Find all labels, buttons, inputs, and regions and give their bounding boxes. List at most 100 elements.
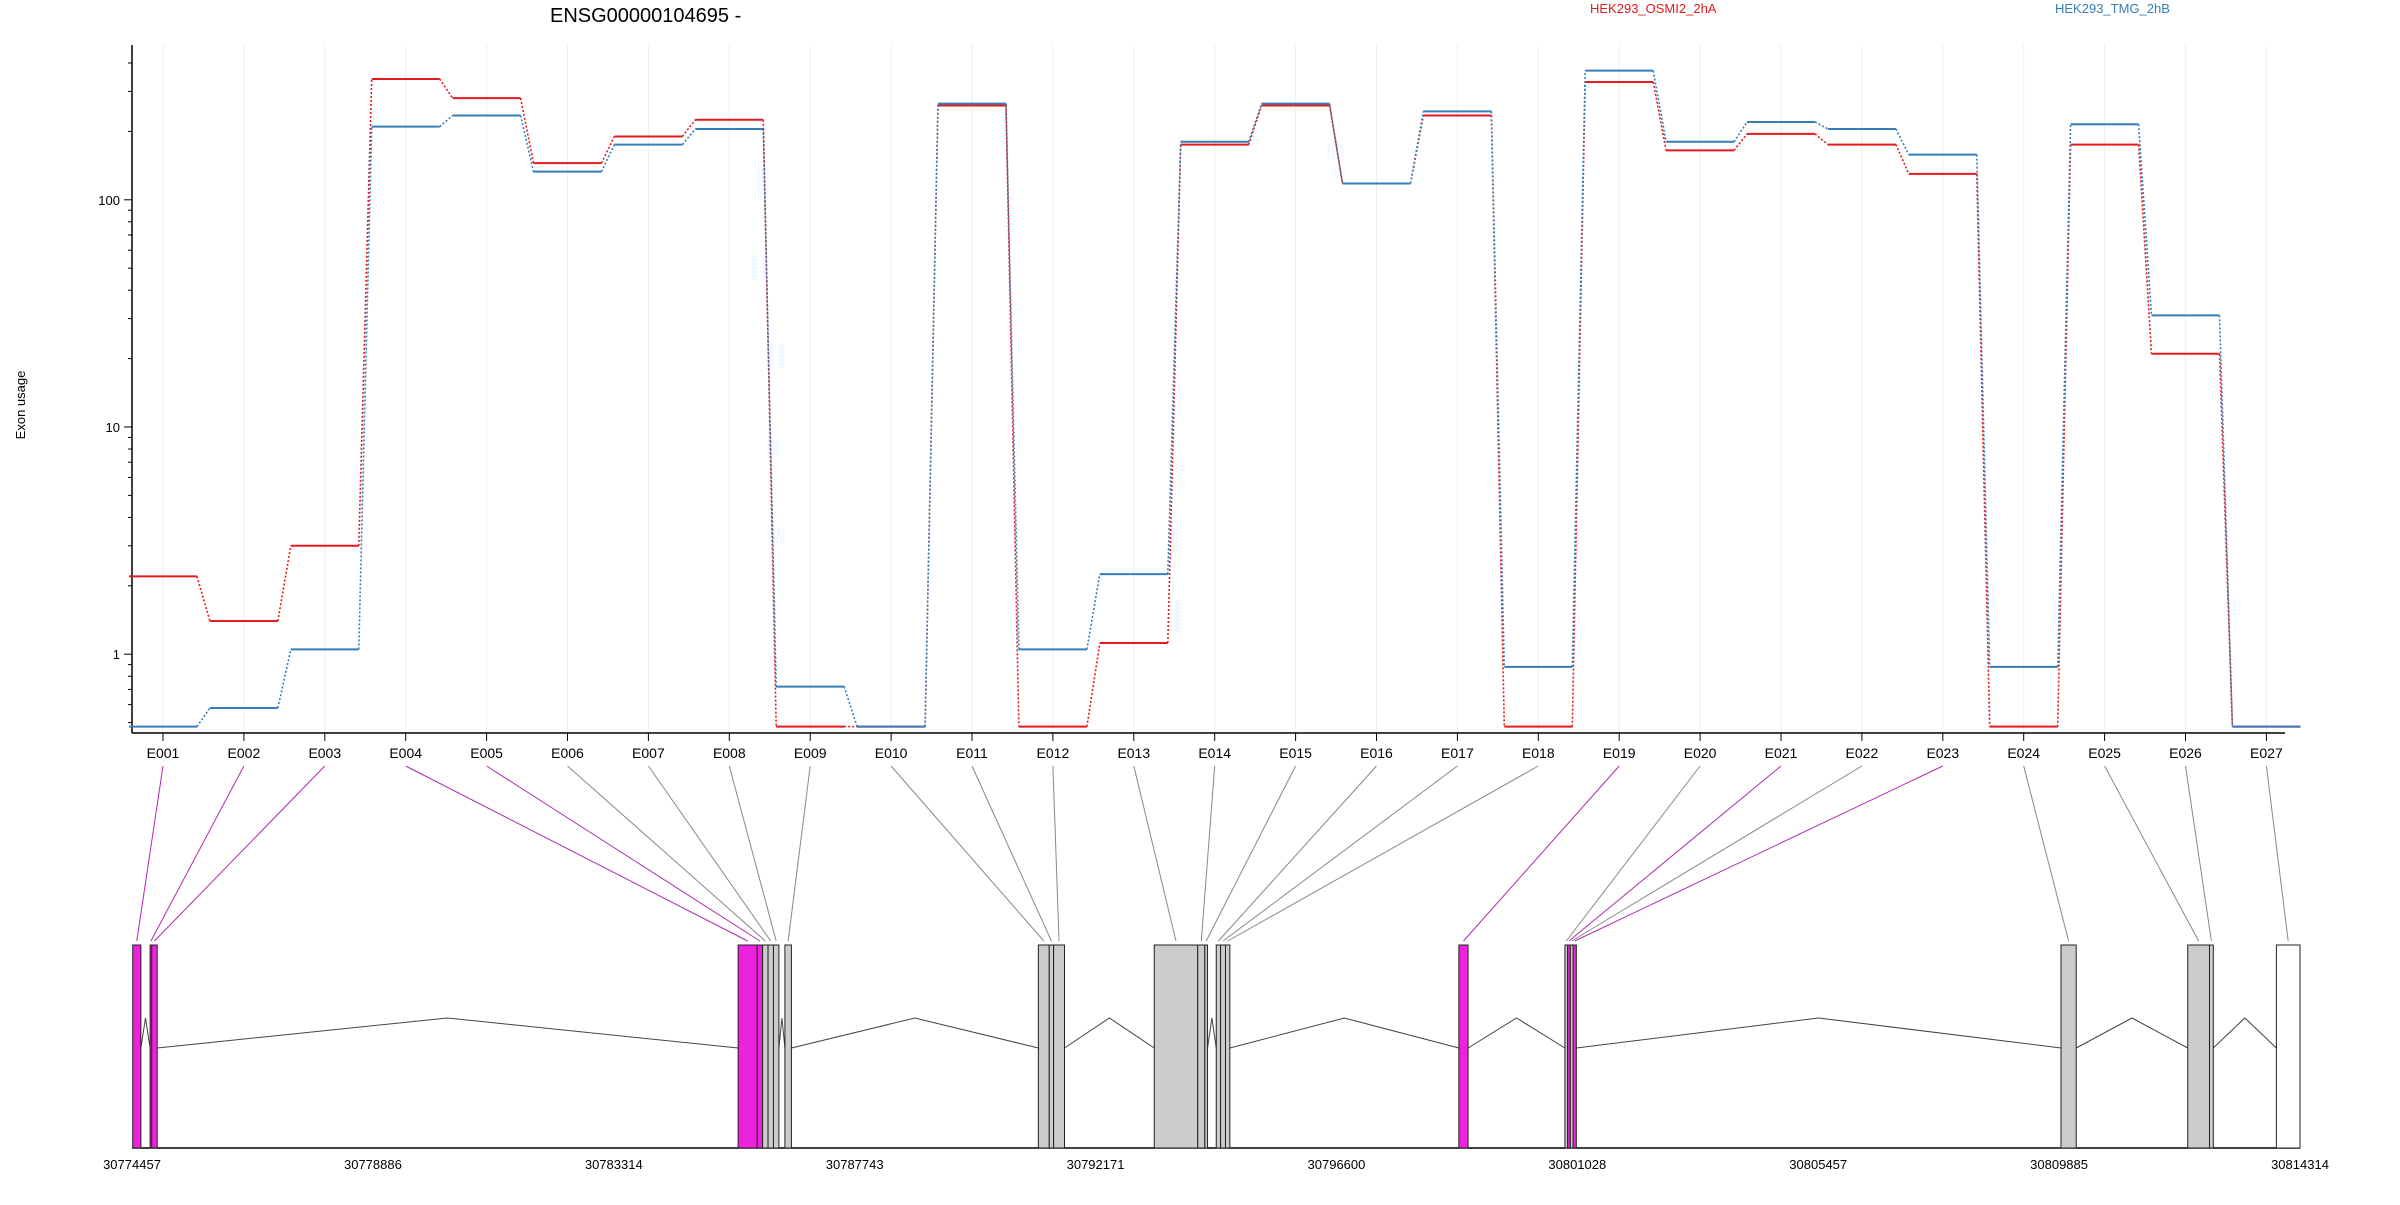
y-tick-label: 100 [98, 193, 120, 208]
exon-box-e005 [756, 944, 764, 1149]
exon-box-e018 [1224, 944, 1231, 1149]
genomic-tick-label: 30801028 [1548, 1157, 1606, 1172]
x-tick-label-e004: E004 [389, 745, 422, 761]
exon-box-e025 [2187, 944, 2210, 1149]
x-tick-label-e023: E023 [1926, 745, 1959, 761]
exon-connector-e026 [2185, 765, 2212, 942]
exon-box-e017 [1220, 944, 1226, 1149]
x-tick-label-e007: E007 [632, 745, 665, 761]
series-1-connector [2137, 144, 2153, 354]
series-2-connector [1895, 128, 1910, 156]
exon-connector-e019 [1463, 765, 1620, 942]
exon-box-e023 [1572, 944, 1577, 1149]
exon-connector-e024 [2023, 765, 2070, 942]
exon-connector-e006 [567, 765, 766, 942]
x-tick-label-e019: E019 [1603, 745, 1636, 761]
series-2-connector [1652, 70, 1667, 142]
intron-line [1064, 1017, 1155, 1049]
series-1-connector [1005, 105, 1020, 727]
genomic-tick-label: 30787743 [826, 1157, 884, 1172]
x-tick-label-e026: E026 [2169, 745, 2202, 761]
intron-line [778, 1017, 786, 1049]
x-tick-label-e018: E018 [1522, 745, 1555, 761]
x-tick-label-e005: E005 [470, 745, 503, 761]
series-2-connector [2137, 124, 2153, 316]
series-1-connector [681, 119, 696, 137]
exon-connector-e021 [1568, 765, 1782, 942]
series-2-connector [1490, 111, 1506, 667]
exon-box-e024 [2060, 944, 2077, 1149]
axis-layer: 1 10 100 E001 E002 E003 E004 E005 E006 E007 E008 E0… [98, 45, 2285, 761]
x-tick-label-e027: E027 [2250, 745, 2283, 761]
genomic-tick-label: 30809885 [2030, 1157, 2088, 1172]
x-tick-label-e010: E010 [875, 745, 908, 761]
series-1-connector [519, 98, 535, 164]
x-tick-label-e002: E002 [228, 745, 261, 761]
x-tick-label-e009: E009 [794, 745, 827, 761]
genomic-tick-label: 30805457 [1789, 1157, 1847, 1172]
series-2-connector [277, 649, 292, 709]
exon-box-e003 [151, 944, 158, 1149]
exon-box-e016 [1215, 944, 1222, 1149]
series-1-connector [1328, 105, 1344, 184]
exon-connector-e009 [787, 765, 811, 942]
legend-series-2: HEK293_TMG_2hB [2055, 1, 2170, 16]
series-2-connector [2218, 315, 2234, 727]
series-1-connector [358, 79, 373, 546]
series-2-connector [762, 128, 777, 687]
x-tick-label-e014: E014 [1198, 745, 1231, 761]
series-2-connector [843, 686, 858, 727]
exon-box-e007 [767, 944, 774, 1149]
grid-layer [162, 45, 2267, 733]
series-2-connector [519, 115, 535, 172]
exon-connector-e017 [1222, 765, 1458, 942]
x-tick-label-e001: E001 [147, 745, 180, 761]
x-tick-label-e020: E020 [1684, 745, 1717, 761]
series-2-connector [1005, 103, 1020, 650]
x-tick-label-e016: E016 [1360, 745, 1393, 761]
genomic-tick-label: 30792171 [1067, 1157, 1125, 1172]
series-2-connector [1571, 70, 1586, 667]
series-2-connector [1733, 121, 1748, 143]
exon-connector-e008 [728, 765, 777, 942]
exon-box-e026 [2208, 944, 2214, 1149]
genomic-tick-label: 30778886 [344, 1157, 402, 1172]
exon-connector-e004 [405, 765, 748, 942]
intron-line [157, 1017, 739, 1049]
series-1-connector [1976, 173, 1991, 727]
series-1-connector [600, 136, 616, 164]
exon-box-e004 [737, 944, 758, 1149]
exon-box-e012 [1053, 944, 1065, 1149]
genomic-tick-label: 30796600 [1308, 1157, 1366, 1172]
x-tick-label-e008: E008 [713, 745, 746, 761]
exon-connector-e025 [2104, 765, 2200, 942]
x-tick-label-e021: E021 [1765, 745, 1798, 761]
series-1-connector [2056, 144, 2072, 727]
exon-connector-e013 [1133, 765, 1177, 942]
y-tick-label: 1 [113, 647, 120, 662]
x-tick-label-e017: E017 [1441, 745, 1474, 761]
exon-box-e008 [772, 944, 780, 1149]
series-2-connector [1086, 574, 1101, 650]
series-2-connector [1247, 103, 1263, 143]
exon-box-e001 [132, 944, 142, 1149]
exon-connector-e003 [154, 765, 326, 942]
exon-box-e014 [1197, 944, 1206, 1149]
intron-line [2212, 1017, 2277, 1049]
exon-connector-e027 [2265, 765, 2289, 942]
series-1-connector [1167, 144, 1182, 644]
series-2-connector [681, 128, 696, 146]
series-2-connector [196, 707, 211, 728]
x-tick-label-e003: E003 [308, 745, 341, 761]
exon-connector-e010 [890, 765, 1045, 942]
legend-series-1: HEK293_OSMI2_2hA [1590, 1, 1717, 16]
x-tick-label-e024: E024 [2007, 745, 2040, 761]
exon-connector-e002 [150, 765, 245, 942]
exon-connector-e014 [1200, 765, 1216, 942]
series-2-connector [2056, 124, 2072, 667]
intron-line [140, 1017, 151, 1049]
intron-line [1229, 1017, 1459, 1049]
exon-connector-e023 [1574, 765, 1944, 942]
